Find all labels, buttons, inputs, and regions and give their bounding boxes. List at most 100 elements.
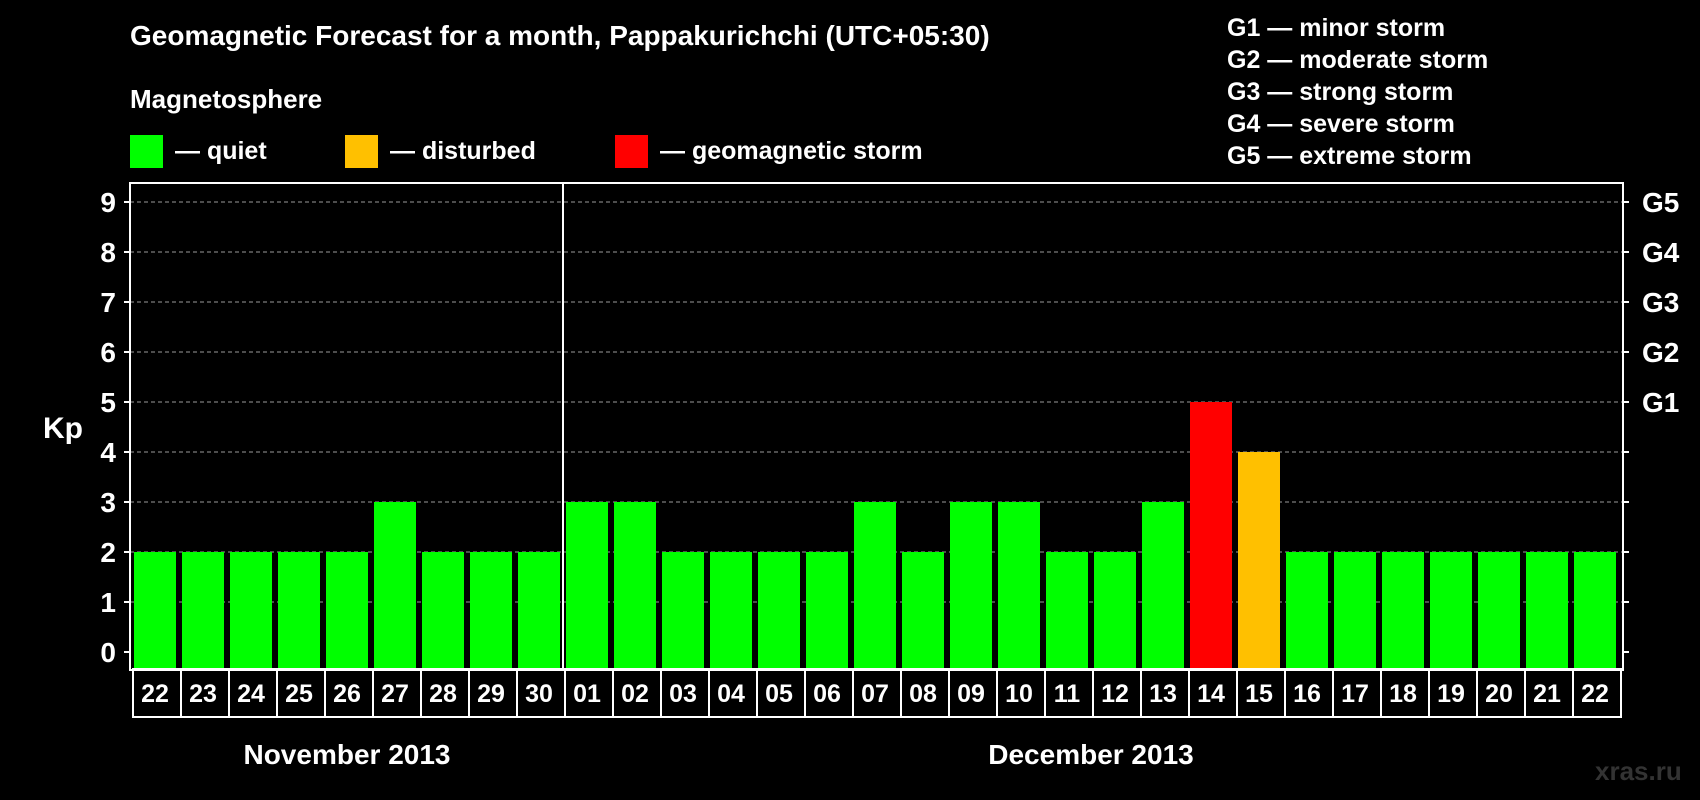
bar-15 bbox=[854, 502, 896, 670]
x-tick-label-26: 18 bbox=[1389, 680, 1417, 708]
bar-29 bbox=[1526, 552, 1568, 670]
legend-item-storm: — geomagnetic storm bbox=[615, 134, 923, 168]
x-tick-label-9: 01 bbox=[573, 680, 601, 708]
x-tick-label-18: 10 bbox=[1005, 680, 1033, 708]
x-tick-label-0: 22 bbox=[141, 680, 169, 708]
x-tick-label-15: 07 bbox=[861, 680, 889, 708]
right-axis-label-g1: G1 bbox=[1642, 387, 1679, 418]
legend-item-disturbed: — disturbed bbox=[345, 134, 536, 168]
storm-scale-g4: G4 — severe storm bbox=[1227, 110, 1455, 138]
y-tick-label-8: 8 bbox=[100, 237, 116, 268]
legend-swatch-quiet bbox=[130, 134, 163, 168]
x-tick-label-28: 20 bbox=[1485, 680, 1513, 708]
bar-4 bbox=[326, 552, 368, 670]
x-tick-label-30: 22 bbox=[1581, 680, 1609, 708]
x-tick-label-22: 14 bbox=[1197, 680, 1225, 708]
bar-2 bbox=[230, 552, 272, 670]
bar-9 bbox=[566, 502, 608, 670]
bar-27 bbox=[1430, 552, 1472, 670]
legend-swatch-storm bbox=[615, 134, 648, 168]
bar-24 bbox=[1286, 552, 1328, 670]
y-tick-label-5: 5 bbox=[100, 387, 116, 418]
x-tick-label-13: 05 bbox=[765, 680, 793, 708]
x-tick-label-14: 06 bbox=[813, 680, 841, 708]
date-axis-frame bbox=[132, 668, 1622, 718]
x-tick-label-2: 24 bbox=[237, 680, 265, 708]
y-axis-title: Kp bbox=[43, 412, 83, 445]
x-tick-label-25: 17 bbox=[1341, 680, 1369, 708]
storm-scale-list: G1 — minor storm G2 — moderate storm G3 … bbox=[1227, 12, 1488, 172]
x-tick-label-19: 11 bbox=[1054, 680, 1081, 708]
x-tick-label-11: 03 bbox=[669, 680, 697, 708]
bar-11 bbox=[662, 552, 704, 670]
legend-label-disturbed: — disturbed bbox=[390, 136, 536, 165]
x-tick-label-5: 27 bbox=[381, 680, 409, 708]
y-tick-label-1: 1 bbox=[100, 587, 116, 618]
x-tick-label-21: 13 bbox=[1149, 680, 1177, 708]
x-tick-label-17: 09 bbox=[957, 680, 985, 708]
bar-25 bbox=[1334, 552, 1376, 670]
x-tick-label-6: 28 bbox=[429, 680, 457, 708]
chart-title: Geomagnetic Forecast for a month, Pappak… bbox=[130, 20, 990, 51]
storm-scale-g1: G1 — minor storm bbox=[1227, 14, 1446, 42]
right-axis-label-g2: G2 bbox=[1642, 337, 1679, 368]
right-axis-label-g4: G4 bbox=[1642, 237, 1680, 268]
bar-20 bbox=[1094, 552, 1136, 670]
x-tick-label-10: 02 bbox=[621, 680, 649, 708]
legend-swatch-disturbed bbox=[345, 134, 378, 168]
bar-30 bbox=[1574, 552, 1616, 670]
bar-18 bbox=[998, 502, 1040, 670]
x-tick-label-12: 04 bbox=[717, 680, 745, 708]
storm-scale-g5: G5 — extreme storm bbox=[1227, 142, 1472, 170]
bar-16 bbox=[902, 552, 944, 670]
y-tick-label-9: 9 bbox=[100, 187, 116, 218]
x-tick-label-23: 15 bbox=[1245, 680, 1273, 708]
bar-3 bbox=[278, 552, 320, 670]
x-tick-label-8: 30 bbox=[525, 680, 553, 708]
x-tick-label-27: 19 bbox=[1437, 680, 1465, 708]
x-tick-label-20: 12 bbox=[1101, 680, 1129, 708]
y-tick-label-4: 4 bbox=[100, 437, 116, 468]
legend-item-quiet: — quiet bbox=[130, 134, 267, 168]
bar-0 bbox=[134, 552, 176, 670]
x-tick-label-24: 16 bbox=[1293, 680, 1321, 708]
x-tick-label-7: 29 bbox=[477, 680, 505, 708]
bar-8 bbox=[518, 552, 560, 670]
legend-heading: Magnetosphere bbox=[130, 84, 323, 114]
legend-label-storm: — geomagnetic storm bbox=[660, 136, 923, 165]
bar-7 bbox=[470, 552, 512, 670]
y-tick-label-3: 3 bbox=[100, 487, 116, 518]
x-tick-label-4: 26 bbox=[333, 680, 361, 708]
bar-21 bbox=[1142, 502, 1184, 670]
x-tick-label-1: 23 bbox=[189, 680, 217, 708]
x-tick-label-3: 25 bbox=[285, 680, 313, 708]
bar-6 bbox=[422, 552, 464, 670]
storm-scale-g2: G2 — moderate storm bbox=[1227, 46, 1489, 74]
month-label-0: November 2013 bbox=[243, 739, 450, 770]
month-label-1: December 2013 bbox=[988, 739, 1193, 770]
y-tick-label-0: 0 bbox=[100, 637, 116, 668]
bar-26 bbox=[1382, 552, 1424, 670]
bar-22 bbox=[1190, 402, 1232, 670]
x-tick-label-29: 21 bbox=[1533, 680, 1561, 708]
bar-28 bbox=[1478, 552, 1520, 670]
x-tick-label-16: 08 bbox=[909, 680, 937, 708]
y-tick-label-6: 6 bbox=[100, 337, 116, 368]
bar-19 bbox=[1046, 552, 1088, 670]
right-axis-label-g3: G3 bbox=[1642, 287, 1679, 318]
y-tick-label-7: 7 bbox=[100, 287, 116, 318]
bar-5 bbox=[374, 502, 416, 670]
bar-10 bbox=[614, 502, 656, 670]
bar-12 bbox=[710, 552, 752, 670]
storm-scale-g3: G3 — strong storm bbox=[1227, 78, 1454, 106]
bar-13 bbox=[758, 552, 800, 670]
bar-23 bbox=[1238, 452, 1280, 670]
right-axis-label-g5: G5 bbox=[1642, 187, 1679, 218]
bar-1 bbox=[182, 552, 224, 670]
legend-label-quiet: — quiet bbox=[175, 136, 267, 165]
y-tick-label-2: 2 bbox=[100, 537, 116, 568]
watermark: xras.ru bbox=[1595, 756, 1682, 786]
bar-17 bbox=[950, 502, 992, 670]
bar-14 bbox=[806, 552, 848, 670]
